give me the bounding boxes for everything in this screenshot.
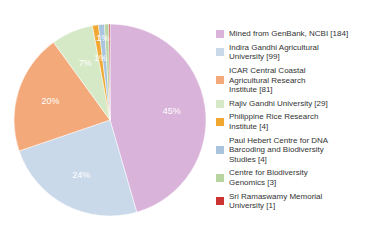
html-text:ICAR Central Coastal Agricultu: ICAR Central Coastal Agricultural Resear…: [229, 66, 306, 95]
html-text:Indira Gandhi Agricultural Uni: Indira Gandhi Agricultural University [9…: [229, 42, 319, 62]
html-text:Sri Ramaswamy Memorial Univers: Sri Ramaswamy Memorial University [1]: [229, 191, 323, 211]
html-text:Rajiv Gandhi University [29]: Rajiv Gandhi University [29]: [229, 98, 328, 108]
svg-text:7%: 7%: [79, 58, 92, 68]
html-text:Centre for Biodiversity Genomi: Centre for Biodiversity Genomics [3]: [229, 168, 308, 187]
svg-text:20%: 20%: [42, 96, 60, 106]
svg-text:1%: 1%: [94, 53, 107, 63]
svg-text:1%: 1%: [96, 33, 109, 43]
html-text:Paul Hebert Centre for DNA Bar: Paul Hebert Centre for DNA Barcoding and…: [229, 135, 329, 164]
html-text:Mined from GenBank, NCBI [184]: Mined from GenBank, NCBI [184]: [229, 29, 349, 39]
svg-text:45%: 45%: [163, 106, 181, 116]
html-text:Philippine Rice Research Insti: Philippine Rice Research Institute [4]: [229, 112, 319, 131]
svg-text:24%: 24%: [72, 170, 90, 180]
